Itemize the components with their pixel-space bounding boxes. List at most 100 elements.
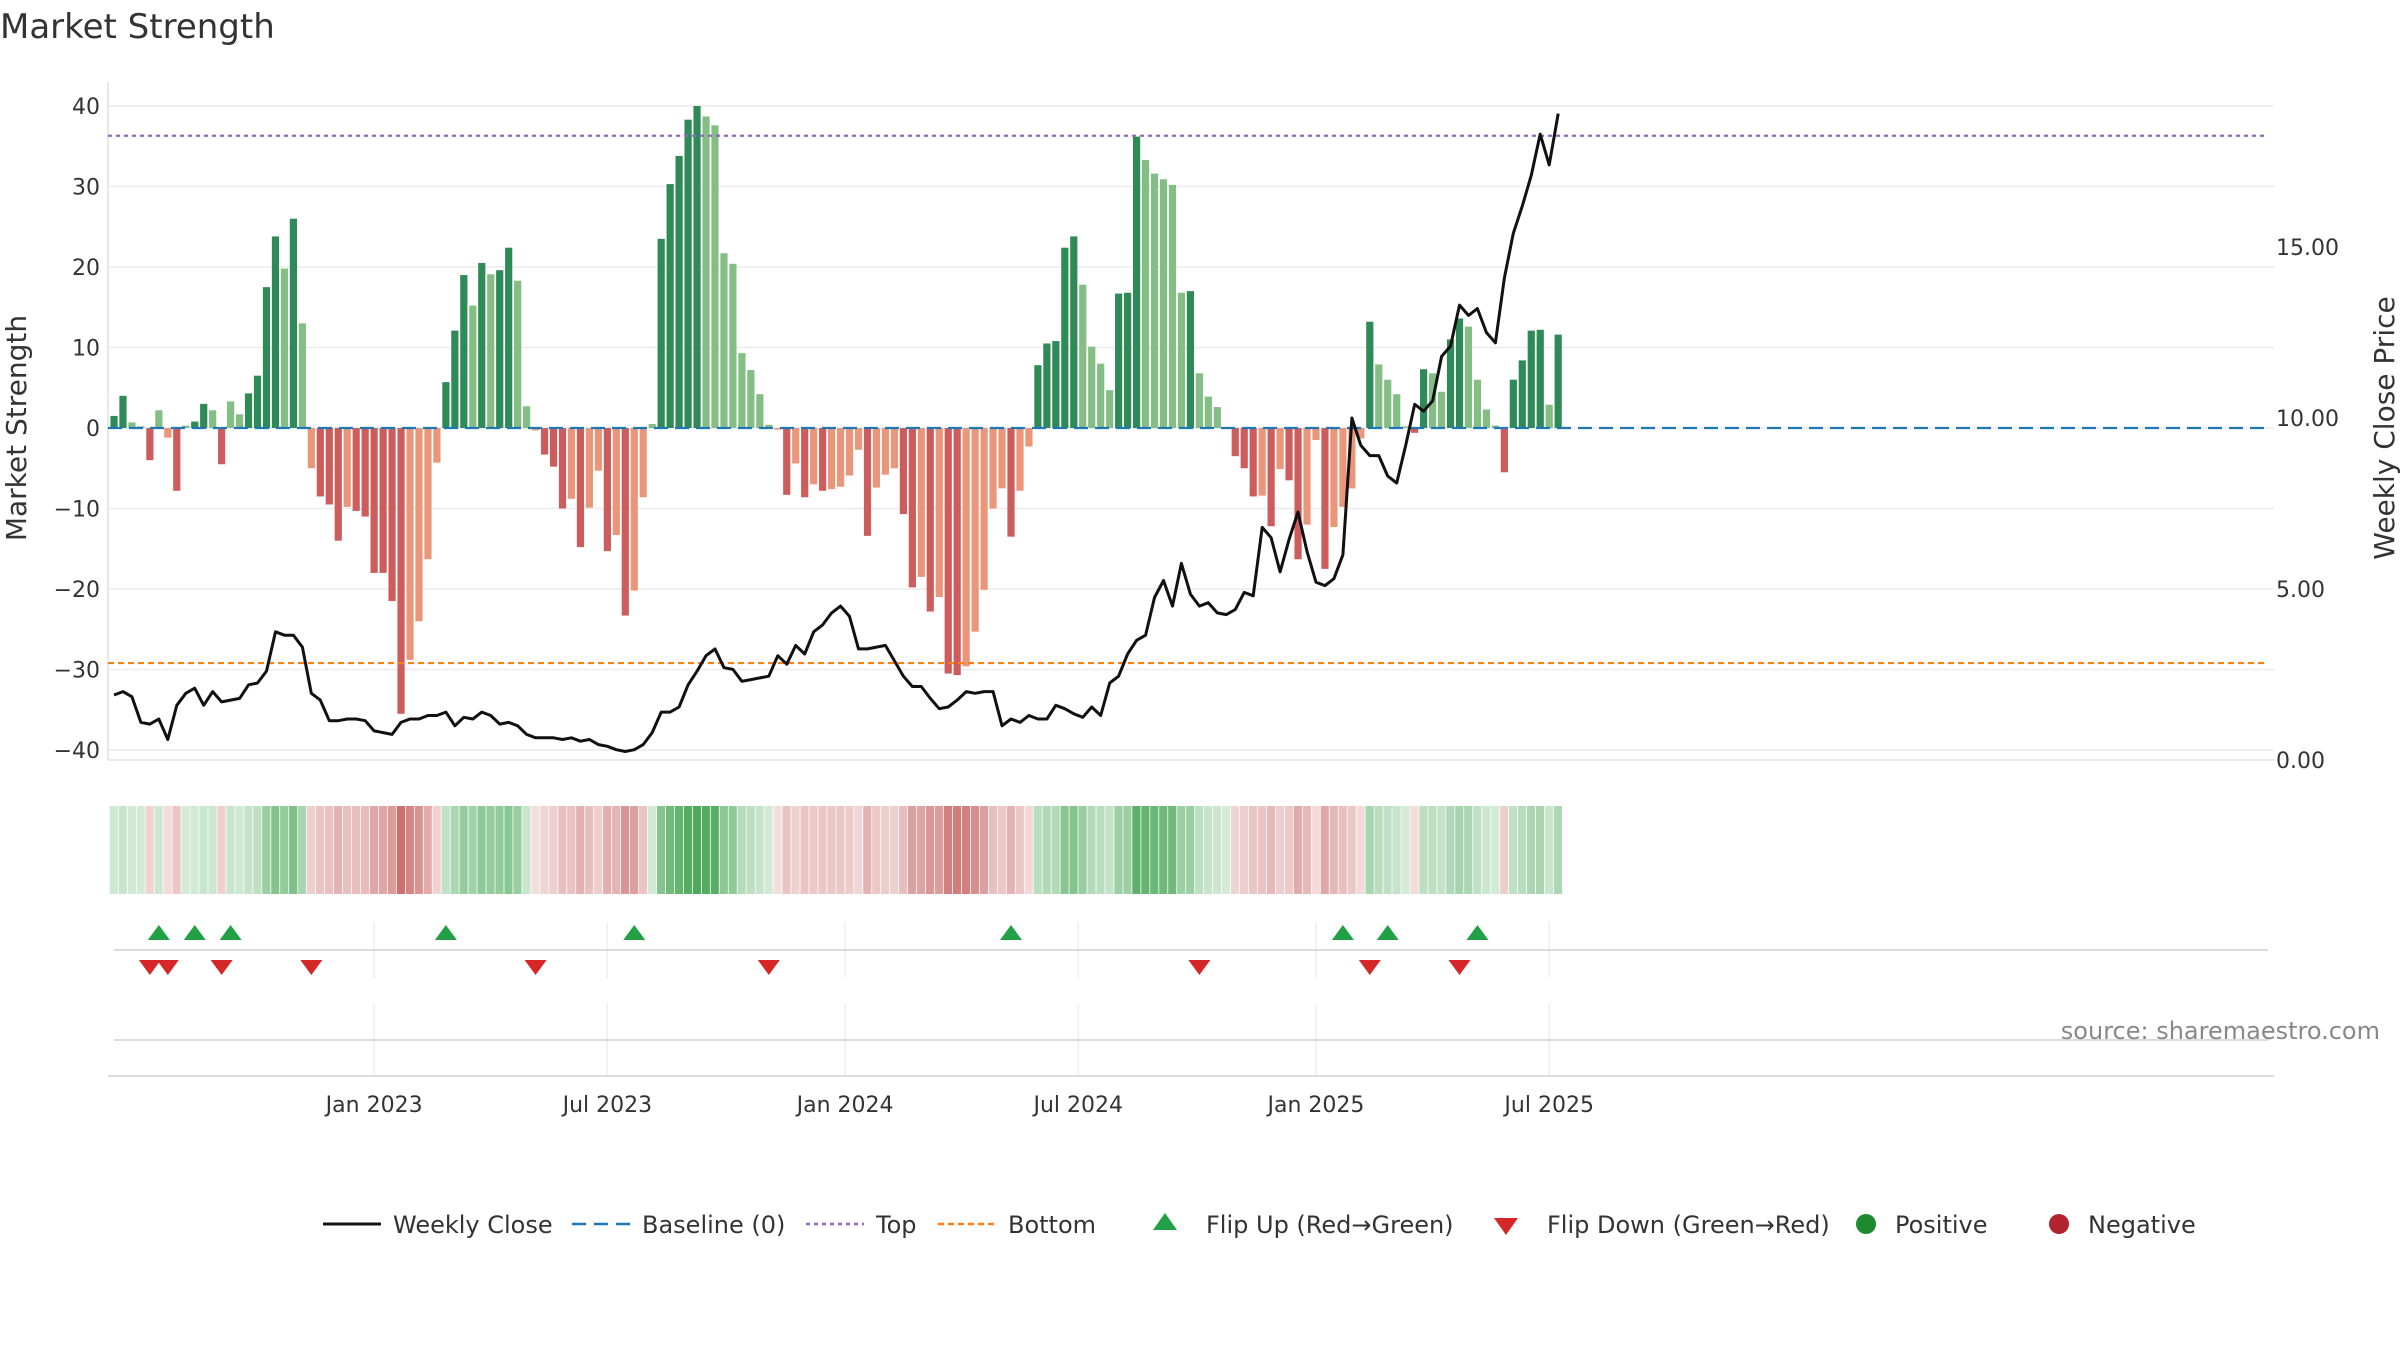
- left-tick-label: 30: [72, 176, 100, 201]
- heat-cell: [1213, 806, 1222, 894]
- heat-cell: [199, 806, 208, 894]
- strength-bar: [1411, 428, 1419, 433]
- strength-bar: [1339, 428, 1347, 507]
- strength-bar: [971, 428, 979, 632]
- heat-cell: [1383, 806, 1392, 894]
- heat-cell: [190, 806, 199, 894]
- strength-bar: [415, 428, 423, 622]
- heat-cell: [925, 806, 935, 894]
- strength-bar: [361, 428, 369, 517]
- strength-bar: [1500, 428, 1508, 473]
- strength-bar: [1213, 407, 1221, 428]
- strength-bar: [621, 428, 629, 616]
- strength-bar: [146, 428, 154, 461]
- heat-cell: [674, 806, 684, 894]
- chart-title: Market Strength: [0, 7, 275, 47]
- flip-up-marker: [1331, 925, 1354, 940]
- strength-bar: [182, 425, 190, 428]
- heat-cell: [387, 806, 396, 894]
- heat-cell: [818, 806, 827, 894]
- heat-cell: [1069, 806, 1078, 894]
- flip-up-marker: [219, 925, 242, 940]
- strength-bar: [307, 428, 315, 469]
- legend-item: Flip Up (Red→Green): [1153, 1211, 1454, 1239]
- strength-bar: [505, 247, 513, 428]
- heat-cell: [1392, 806, 1401, 894]
- heat-cell: [943, 806, 953, 894]
- left-tick-label: −40: [54, 739, 100, 764]
- strength-bar: [1079, 284, 1087, 428]
- strength-bar: [926, 428, 934, 612]
- strength-bar: [128, 422, 136, 428]
- legend-symbol-flip-up: [1153, 1213, 1177, 1230]
- strength-bar: [433, 428, 441, 463]
- heat-cell: [1204, 806, 1213, 894]
- strength-bar: [935, 428, 943, 598]
- strength-bar: [235, 414, 244, 428]
- strength-bar: [1016, 428, 1024, 491]
- heat-cell: [522, 806, 531, 894]
- right-tick-label: 5.00: [2276, 578, 2325, 603]
- heat-cell: [378, 806, 387, 894]
- heat-cell: [1553, 806, 1563, 894]
- heat-cell: [369, 806, 379, 894]
- legend-label: Baseline (0): [642, 1211, 785, 1239]
- heat-cell: [827, 806, 836, 894]
- strength-bar: [1312, 428, 1320, 441]
- strength-bar: [594, 428, 602, 471]
- heat-cell: [1356, 806, 1365, 894]
- strength-bar: [227, 401, 235, 428]
- strength-bar: [549, 428, 558, 467]
- flip-up-marker: [1466, 925, 1489, 940]
- heat-cell: [1033, 806, 1042, 894]
- heat-cell: [791, 806, 800, 894]
- heat-cell: [1365, 806, 1374, 894]
- heat-cell: [414, 806, 423, 894]
- left-tick-label: 20: [72, 256, 100, 281]
- heat-cell: [1329, 806, 1338, 894]
- heat-cell: [1150, 806, 1159, 894]
- legend-label: Positive: [1895, 1211, 1988, 1239]
- strength-bar: [648, 423, 656, 428]
- heat-cell: [719, 806, 728, 894]
- legend-item: Top: [806, 1211, 917, 1239]
- strength-bar: [352, 428, 360, 511]
- strength-bar: [1348, 428, 1356, 489]
- heat-cell: [154, 806, 163, 894]
- heat-cell: [477, 806, 486, 894]
- heat-cell: [1302, 806, 1311, 894]
- strength-bar: [200, 403, 208, 428]
- strength-bar: [298, 323, 306, 428]
- strength-bar: [218, 428, 226, 465]
- x-tick-label: Jul 2023: [561, 1093, 653, 1118]
- strength-bar: [1384, 379, 1392, 428]
- strength-bar: [523, 406, 531, 428]
- strength-bar: [738, 353, 746, 428]
- heat-cell: [809, 806, 818, 894]
- strength-bar: [110, 415, 118, 428]
- heat-cell: [342, 806, 352, 894]
- strength-bar: [980, 428, 988, 590]
- heat-cell: [800, 806, 809, 894]
- heat-cell: [172, 806, 181, 894]
- weekly-close-line: [113, 113, 1560, 753]
- heat-cell: [1320, 806, 1329, 894]
- heat-cell: [1473, 806, 1482, 894]
- heat-cell: [908, 806, 917, 894]
- strength-bar: [1061, 247, 1069, 428]
- strength-bar: [1124, 292, 1132, 428]
- heat-cell: [1114, 806, 1123, 894]
- heat-cell: [1221, 806, 1231, 894]
- heat-cell: [961, 806, 971, 894]
- strength-bar: [675, 155, 683, 428]
- strength-bar: [1177, 292, 1186, 428]
- strength-bar: [325, 428, 333, 505]
- heat-cell: [656, 806, 666, 894]
- right-axis-label: Weekly Close Price: [2368, 296, 2400, 559]
- strength-bar: [1159, 179, 1168, 428]
- left-tick-label: −20: [54, 578, 100, 603]
- strength-bar: [1025, 428, 1033, 447]
- strength-bar: [487, 274, 495, 428]
- heat-cell: [235, 806, 244, 894]
- strength-bar: [1088, 346, 1096, 428]
